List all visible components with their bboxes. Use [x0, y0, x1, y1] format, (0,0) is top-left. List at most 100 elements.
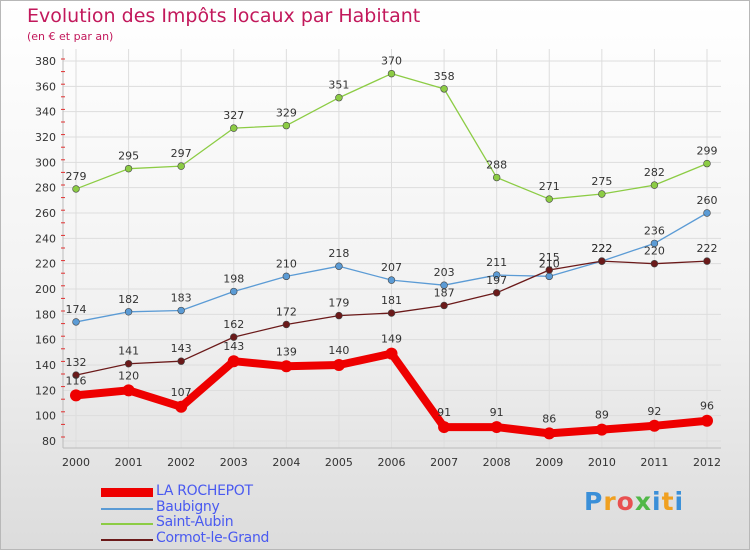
data-point-saint-aubin-2001	[124, 164, 133, 173]
data-point-la-rochepot-2000	[70, 389, 82, 402]
data-point-la-rochepot-2011	[648, 419, 661, 432]
data-label-la-rochepot-2000: 116	[66, 374, 87, 387]
y-tick-label: 80	[42, 435, 56, 448]
data-label-la-rochepot-2001: 120	[118, 369, 139, 382]
data-label-saint-aubin-2006: 370	[381, 55, 402, 68]
x-tick-label: 2000	[62, 456, 90, 469]
data-point-cormot-le-grand-2003	[230, 333, 238, 341]
data-label-saint-aubin-2010: 275	[591, 175, 612, 188]
x-tick-label: 2008	[483, 456, 511, 469]
legend-label-baubigny: Baubigny	[156, 498, 220, 515]
data-point-cormot-le-grand-2002	[177, 357, 185, 365]
data-point-saint-aubin-2006	[387, 69, 396, 78]
data-point-la-rochepot-2001	[122, 384, 135, 397]
data-point-baubigny-2000	[72, 318, 80, 326]
data-point-saint-aubin-2009	[545, 195, 553, 203]
data-point-baubigny-2001	[124, 308, 133, 316]
x-tick-label: 2001	[115, 456, 143, 469]
y-tick-label: 180	[35, 308, 56, 321]
data-label-saint-aubin-2008: 288	[486, 159, 507, 172]
data-label-la-rochepot-2004: 139	[276, 345, 297, 358]
data-label-baubigny-2010: 222	[591, 242, 612, 255]
legend-label-la-rochepot: LA ROCHEPOT	[156, 483, 253, 499]
data-label-la-rochepot-2007: 91	[437, 406, 451, 419]
data-label-la-rochepot-2003: 143	[223, 340, 244, 353]
data-label-cormot-le-grand-2005: 179	[328, 297, 349, 310]
y-tick-label: 120	[35, 384, 56, 397]
data-label-baubigny-2011: 236	[644, 224, 665, 237]
data-label-baubigny-2004: 210	[276, 257, 297, 270]
chart-subtitle: (en € et par an)	[27, 30, 114, 43]
x-tick-label: 2011	[640, 456, 668, 469]
data-label-baubigny-2005: 218	[328, 247, 349, 260]
y-tick-label: 200	[35, 283, 56, 296]
legend-label-saint-aubin: Saint-Aubin	[156, 514, 234, 530]
data-label-la-rochepot-2009: 86	[542, 412, 556, 425]
data-label-baubigny-2007: 203	[434, 266, 455, 279]
data-point-cormot-le-grand-2007	[440, 301, 448, 310]
data-point-la-rochepot-2003	[227, 355, 240, 368]
data-label-la-rochepot-2012: 96	[700, 400, 714, 413]
x-tick-label: 2005	[325, 456, 353, 469]
y-tick-label: 340	[35, 106, 56, 119]
y-tick-label: 360	[35, 80, 56, 93]
x-tick-label: 2012	[693, 456, 721, 469]
x-tick-label: 2010	[588, 456, 616, 469]
data-labels: 174 182 183 198 210 218 207 203 211 210 222 236 260 2…	[66, 55, 718, 426]
y-tick-label: 100	[35, 410, 56, 423]
data-label-saint-aubin-2004: 329	[276, 107, 297, 120]
x-tick-label: 2003	[220, 456, 248, 469]
data-point-cormot-le-grand-2009	[545, 266, 553, 274]
data-point-saint-aubin-2005	[335, 94, 343, 102]
data-point-la-rochepot-2006	[385, 347, 398, 360]
data-point-cormot-le-grand-2001	[124, 360, 133, 368]
y-axis-ticks: 80 100 120 140 160 180 200 220 240 260 280 300 320 34…	[35, 55, 56, 448]
data-point-baubigny-2003	[230, 287, 238, 296]
data-point-saint-aubin-2004	[282, 121, 291, 130]
y-tick-label: 300	[35, 156, 56, 169]
data-label-la-rochepot-2002: 107	[171, 386, 192, 399]
data-point-la-rochepot-2009	[543, 427, 556, 440]
x-tick-label: 2006	[378, 456, 406, 469]
data-point-la-rochepot-2008	[490, 421, 503, 434]
data-point-la-rochepot-2002	[175, 400, 188, 413]
data-point-saint-aubin-2002	[177, 162, 185, 170]
proxiti-logo: Proxiti	[584, 487, 684, 516]
data-label-cormot-le-grand-2008: 197	[486, 274, 507, 287]
data-point-baubigny-2007	[440, 281, 448, 289]
data-point-baubigny-2011	[650, 239, 659, 248]
data-point-baubigny-2008	[492, 271, 501, 279]
data-label-baubigny-2003: 198	[223, 273, 244, 286]
logo-letter: r	[603, 487, 617, 516]
data-label-saint-aubin-2002: 297	[171, 147, 192, 160]
data-label-cormot-le-grand-2012: 222	[697, 242, 718, 255]
data-label-la-rochepot-2011: 92	[647, 405, 661, 418]
data-point-cormot-le-grand-2012	[703, 257, 711, 265]
data-point-saint-aubin-2011	[650, 181, 659, 189]
logo-letter: x	[634, 487, 652, 516]
data-label-cormot-le-grand-2002: 143	[171, 342, 192, 355]
data-label-baubigny-2006: 207	[381, 261, 402, 274]
data-label-la-rochepot-2005: 140	[328, 344, 349, 357]
data-point-cormot-le-grand-2004	[282, 320, 291, 329]
data-point-saint-aubin-2008	[492, 173, 501, 182]
data-point-la-rochepot-2007	[438, 421, 451, 434]
x-tick-label: 2009	[535, 456, 563, 469]
legend-swatch-saint-aubin	[101, 523, 153, 525]
x-axis-ticks: 2000 2001 2002 2003 2004 2005 2006 2007 2008 2009…	[62, 456, 721, 469]
data-point-baubigny-2005	[335, 262, 343, 270]
y-tick-label: 260	[35, 207, 56, 220]
data-label-baubigny-2002: 183	[171, 292, 192, 305]
data-point-la-rochepot-2005	[332, 359, 345, 371]
data-label-cormot-le-grand-2010: 222	[591, 242, 612, 255]
logo-letter: t	[661, 487, 675, 516]
data-label-cormot-le-grand-2006: 181	[381, 294, 402, 307]
y-tick-label: 380	[35, 55, 56, 68]
data-point-saint-aubin-2003	[230, 124, 238, 132]
data-point-baubigny-2009	[545, 272, 553, 281]
data-label-la-rochepot-2010: 89	[595, 409, 609, 422]
y-tick-label: 320	[35, 131, 56, 144]
data-point-saint-aubin-2012	[703, 159, 711, 168]
